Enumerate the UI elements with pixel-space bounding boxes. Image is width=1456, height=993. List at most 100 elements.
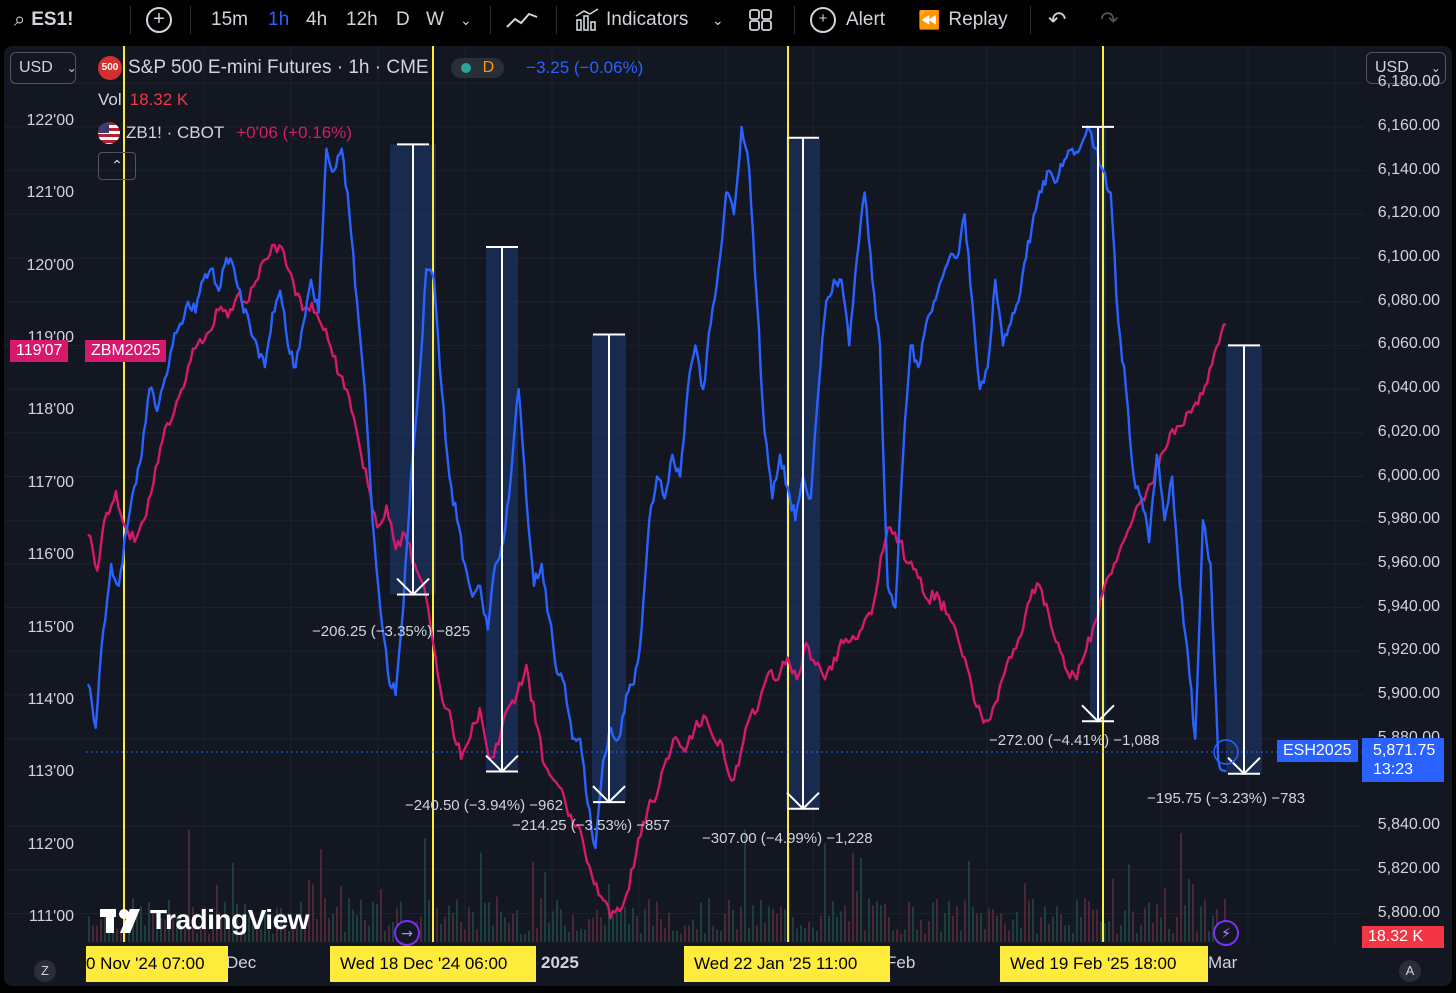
interval-12h[interactable]: 12h bbox=[346, 9, 378, 30]
volume-bar bbox=[1032, 898, 1034, 942]
volume-bar bbox=[968, 860, 970, 942]
interval-1h[interactable]: 1h bbox=[268, 9, 290, 30]
volume-bar bbox=[136, 914, 138, 942]
volume-bar bbox=[644, 908, 646, 942]
lightning-marker-icon[interactable]: ⚡ bbox=[1213, 920, 1239, 946]
crosshair-circle-icon bbox=[1213, 739, 1239, 765]
volume-bar bbox=[776, 913, 778, 942]
chart-plot[interactable]: → ⚡ bbox=[4, 46, 1452, 986]
volume-bar bbox=[1044, 906, 1046, 942]
volume-bar bbox=[772, 908, 774, 942]
volume-bar bbox=[852, 852, 854, 942]
volume-bar bbox=[488, 902, 490, 942]
interval-15m[interactable]: 15m bbox=[211, 9, 248, 30]
right-axis-tick: 5,980.00 bbox=[1377, 510, 1440, 528]
volume-bar bbox=[184, 924, 186, 942]
tradingview-logo-mark bbox=[100, 909, 140, 933]
top-toolbar: ⌕ ES1! + 15m 1h 4h 12h D W ⌄ Indicators … bbox=[0, 0, 1456, 40]
x-label-mar: Mar bbox=[1208, 953, 1238, 972]
volume-bar bbox=[312, 884, 314, 942]
volume-bar bbox=[172, 916, 174, 942]
volume-bar bbox=[660, 919, 662, 942]
replay-label: Replay bbox=[948, 9, 1008, 30]
volume-bar bbox=[1196, 931, 1198, 942]
volume-bar bbox=[1140, 924, 1142, 942]
volume-bar bbox=[508, 922, 510, 942]
undo-button[interactable]: ↶ bbox=[1048, 0, 1066, 40]
volume-bar bbox=[96, 925, 98, 942]
symbol-search[interactable]: ⌕ ES1! bbox=[14, 0, 73, 40]
volume-bar bbox=[268, 930, 270, 942]
replay-marker-icon[interactable]: → bbox=[394, 920, 420, 946]
collapse-legend-button[interactable]: ⌃ bbox=[98, 152, 136, 180]
chart-pane[interactable]: → ⚡ USD ⌄ USD ⌄ 500 S&P 500 E-mini Futur… bbox=[4, 46, 1452, 986]
es-symbol-tag: ESH2025 bbox=[1277, 740, 1358, 762]
indicators-dropdown[interactable]: ⌄ bbox=[712, 0, 724, 40]
chart-type-button[interactable] bbox=[505, 0, 539, 40]
right-axis-tick: 5,960.00 bbox=[1377, 553, 1440, 571]
volume-bar bbox=[596, 909, 598, 942]
volume-bar bbox=[1156, 904, 1158, 942]
layouts-button[interactable] bbox=[748, 0, 774, 40]
volume-bar bbox=[88, 916, 90, 942]
volume-bar bbox=[592, 917, 594, 942]
auto-scale-left-button[interactable]: Z bbox=[34, 960, 56, 982]
volume-bar bbox=[232, 862, 234, 942]
volume-bar bbox=[204, 907, 206, 942]
redo-button[interactable]: ↷ bbox=[1100, 0, 1118, 40]
volume-bar bbox=[704, 933, 706, 942]
volume-bar bbox=[1000, 913, 1002, 942]
right-axis-tick: 6,040.00 bbox=[1377, 379, 1440, 397]
volume-bar bbox=[616, 905, 618, 942]
compare-series-legend[interactable]: ZB1! · CBOT +0'06 (+0.16%) bbox=[98, 122, 352, 144]
interval-d[interactable]: D bbox=[396, 9, 410, 30]
volume-bar bbox=[688, 925, 690, 942]
measure-boxes bbox=[390, 126, 1262, 809]
left-currency-select[interactable]: USD ⌄ bbox=[10, 52, 77, 84]
volume-bar bbox=[664, 927, 666, 942]
volume-bar bbox=[308, 880, 310, 942]
right-axis-tick: 6,080.00 bbox=[1377, 291, 1440, 309]
interval-w[interactable]: W bbox=[426, 9, 444, 30]
compare-button[interactable]: + bbox=[146, 0, 172, 40]
volume-bar bbox=[952, 915, 954, 942]
volume-bar bbox=[440, 924, 442, 942]
volume-bar bbox=[572, 914, 574, 942]
volume-bar bbox=[728, 899, 730, 942]
market-status-dot-icon bbox=[460, 63, 471, 73]
volume-bar bbox=[368, 925, 370, 942]
right-axis-tick: 5,920.00 bbox=[1377, 641, 1440, 659]
volume-bar bbox=[220, 917, 222, 942]
volume-bar bbox=[960, 930, 962, 942]
interval-4h[interactable]: 4h bbox=[306, 9, 328, 30]
x-label-dec: Dec bbox=[226, 953, 257, 972]
alert-button[interactable]: + Alert bbox=[810, 0, 885, 40]
volume-bar bbox=[796, 928, 798, 942]
replay-button[interactable]: ⏪ Replay bbox=[918, 0, 1008, 40]
volume-bar bbox=[760, 899, 762, 942]
volume-bar bbox=[1108, 921, 1110, 942]
volume-bar bbox=[884, 903, 886, 942]
volume-bar bbox=[700, 902, 702, 942]
volume-bar bbox=[860, 857, 862, 942]
measure-label: −272.00 (−4.41%) −1,088 bbox=[989, 732, 1160, 749]
measure-arrows bbox=[396, 125, 1261, 811]
session-letter: D bbox=[482, 59, 495, 76]
volume-bar bbox=[372, 901, 374, 942]
interval-dropdown[interactable]: ⌄ bbox=[460, 0, 472, 40]
volume-bar bbox=[520, 933, 522, 942]
auto-scale-right-button[interactable]: A bbox=[1399, 960, 1421, 982]
volume-bar bbox=[1180, 833, 1182, 942]
x-label-feb: Feb bbox=[886, 953, 916, 972]
volume-bar bbox=[848, 921, 850, 942]
right-currency-select[interactable]: USD ⌄ bbox=[1366, 52, 1446, 84]
volume-legend[interactable]: Vol 18.32 K bbox=[98, 90, 188, 110]
volume-bar bbox=[328, 918, 330, 942]
indicators-button[interactable]: Indicators bbox=[574, 0, 688, 40]
compare-series-title: ZB1! · CBOT bbox=[126, 123, 225, 142]
volume-bar bbox=[544, 872, 546, 942]
right-axis-tick: 6,100.00 bbox=[1377, 247, 1440, 265]
main-series-legend[interactable]: 500 S&P 500 E-mini Futures · 1h · CME D … bbox=[98, 56, 643, 80]
volume-bar bbox=[464, 929, 466, 942]
volume-bar bbox=[280, 908, 282, 942]
